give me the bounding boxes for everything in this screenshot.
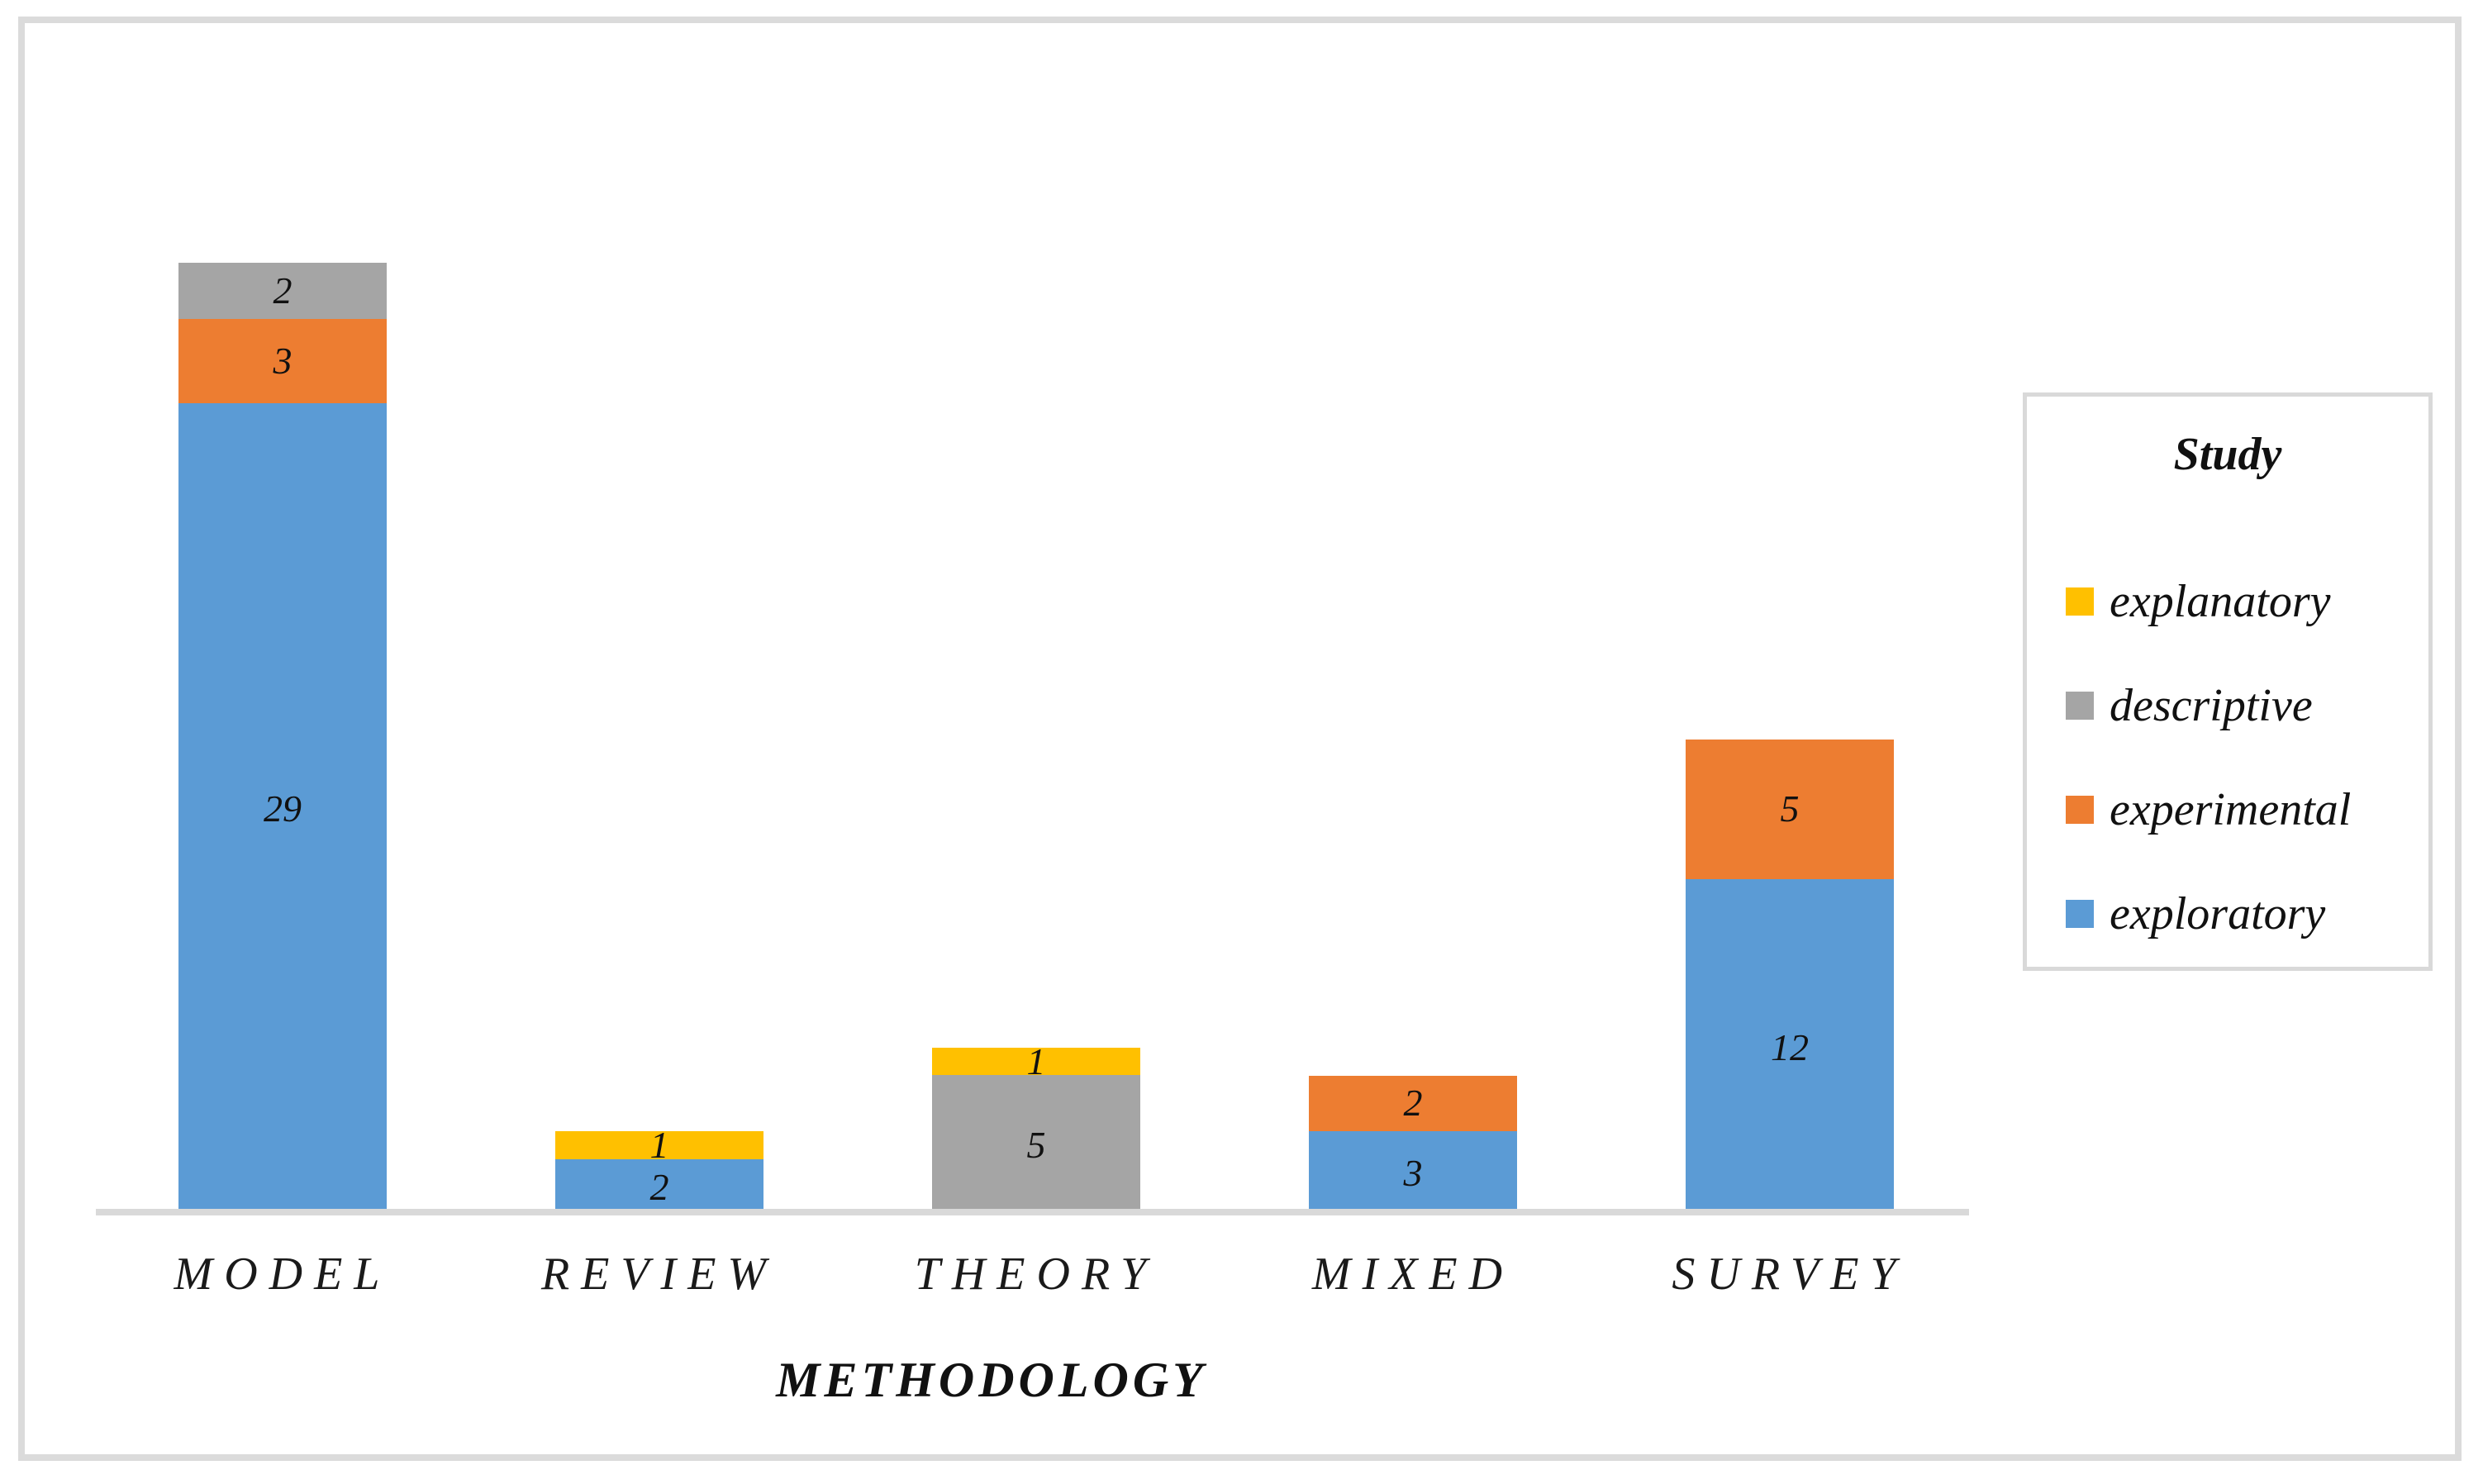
legend-swatch-experimental (2066, 796, 2094, 824)
bar-segment-experimental: 2 (1309, 1075, 1517, 1132)
category-label-review: REVIEW (540, 1249, 778, 1300)
data-label: 12 (1771, 1025, 1809, 1068)
data-label: 2 (1403, 1082, 1423, 1125)
bar-survey: 12 5 (1686, 739, 1894, 1215)
plot-area: 29 3 2 2 1 5 1 3 2 12 5 MODEL REVIEW THEORY MIXED SURV… (25, 23, 2455, 1454)
bar-segment-exploratory: 2 (555, 1159, 763, 1215)
chart-frame: 29 3 2 2 1 5 1 3 2 12 5 MODEL REVIEW THEORY MIXED SURV… (18, 17, 2462, 1461)
legend-swatch-descriptive (2066, 692, 2094, 720)
category-label-theory: THEORY (914, 1249, 1158, 1300)
bar-segment-exploratory: 29 (178, 402, 387, 1215)
legend-label: descriptive (2110, 680, 2313, 731)
bar-segment-experimental: 3 (178, 319, 387, 403)
legend-swatch-exploratory (2066, 900, 2094, 928)
data-label: 5 (1780, 787, 1800, 830)
legend-label: exploratory (2110, 888, 2326, 939)
bar-model: 29 3 2 (178, 263, 387, 1215)
bar-segment-exploratory: 12 (1686, 879, 1894, 1215)
legend-title: Study (2173, 429, 2282, 480)
legend: Study explanatory descriptive experimental… (2023, 392, 2433, 971)
data-label: 1 (649, 1124, 669, 1167)
category-label-survey: SURVEY (1672, 1249, 1908, 1300)
bar-segment-experimental: 5 (1686, 739, 1894, 880)
data-label: 2 (649, 1166, 669, 1209)
bar-segment-exploratory: 3 (1309, 1131, 1517, 1215)
legend-label: explanatory (2110, 576, 2331, 627)
bar-segment-explanatory: 1 (932, 1042, 1140, 1080)
data-label: 3 (273, 340, 293, 383)
data-label: 5 (1026, 1124, 1046, 1167)
bar-segment-explanatory: 1 (555, 1126, 763, 1164)
category-label-mixed: MIXED (1311, 1249, 1515, 1300)
data-label: 3 (1403, 1152, 1423, 1195)
category-label-model: MODEL (174, 1249, 392, 1300)
bar-segment-descriptive: 5 (932, 1075, 1140, 1215)
bar-segment-descriptive: 2 (178, 263, 387, 320)
x-axis-line (96, 1209, 1969, 1215)
legend-label: experimental (2110, 784, 2352, 835)
data-label: 2 (273, 269, 293, 312)
x-axis-title: METHODOLOGY (776, 1353, 1207, 1407)
data-label: 1 (1026, 1039, 1046, 1082)
data-label: 29 (264, 787, 302, 830)
legend-swatch-explanatory (2066, 587, 2094, 616)
